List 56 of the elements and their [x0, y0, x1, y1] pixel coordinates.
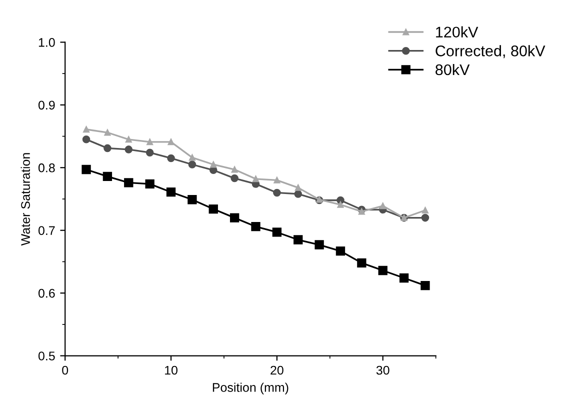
- x-tick-label: 20: [270, 366, 284, 375]
- point: [274, 176, 280, 184]
- legend-label: Corrected, 80kV: [436, 45, 546, 58]
- point: [380, 202, 386, 210]
- point: [188, 195, 197, 204]
- point: [82, 164, 91, 174]
- point: [252, 176, 259, 182]
- point: [230, 174, 238, 182]
- point: [399, 273, 409, 283]
- point: [124, 178, 134, 188]
- x-axis-title: Position (mm): [212, 382, 288, 394]
- point: [251, 222, 260, 232]
- y-tick-label: 1.0: [38, 38, 55, 47]
- point: [168, 138, 174, 146]
- point: [230, 213, 240, 222]
- y-axis-title: Water Saturation: [20, 153, 30, 246]
- point: [294, 235, 303, 244]
- point: [167, 154, 175, 162]
- point: [294, 184, 302, 191]
- y-tick-label: 0.8: [38, 163, 55, 172]
- point: [124, 146, 133, 154]
- point: [83, 126, 90, 133]
- y-tick-label: 0.9: [38, 100, 55, 110]
- point: [208, 204, 218, 214]
- point: [145, 179, 154, 189]
- point: [166, 188, 176, 197]
- point: [421, 214, 430, 222]
- x-tick-label: 0: [62, 366, 68, 375]
- point: [146, 148, 154, 156]
- point: [272, 228, 282, 237]
- y-tick-label: 0.6: [38, 288, 55, 298]
- y-tick-label: 0.7: [38, 226, 55, 235]
- point: [125, 136, 132, 143]
- x-tick-label: 30: [376, 366, 390, 375]
- point: [420, 280, 430, 290]
- legend-label: 120kV: [436, 26, 478, 38]
- point: [188, 160, 196, 168]
- point: [378, 266, 388, 276]
- x-tick-label: 10: [165, 366, 178, 375]
- point: [82, 136, 90, 144]
- point: [336, 246, 346, 256]
- point: [314, 240, 324, 250]
- point: [337, 201, 344, 208]
- point: [102, 172, 112, 181]
- y-tick-label: 0.5: [38, 352, 55, 360]
- point: [189, 154, 196, 161]
- point: [146, 138, 154, 146]
- point: [231, 166, 238, 173]
- point: [358, 208, 365, 215]
- point: [273, 188, 281, 197]
- point: [210, 161, 217, 168]
- point: [104, 129, 111, 136]
- point: [294, 190, 302, 198]
- point: [357, 258, 366, 268]
- point: [104, 144, 112, 152]
- legend-label: 80kV: [436, 64, 470, 76]
